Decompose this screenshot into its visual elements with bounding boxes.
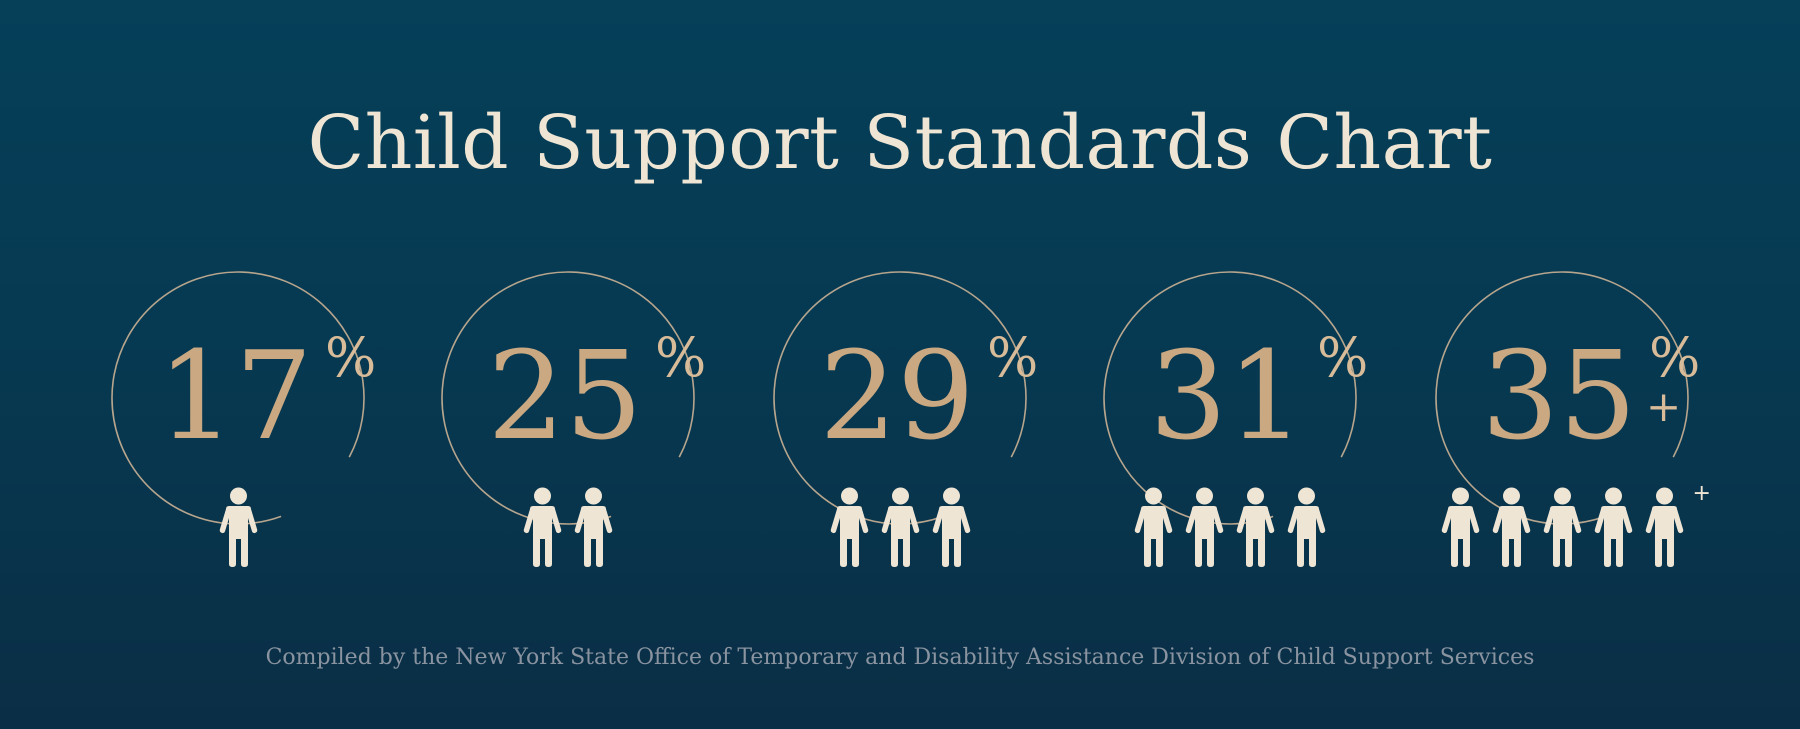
person-icon — [827, 487, 872, 567]
person-icon — [520, 487, 565, 567]
percent-sign: % — [1317, 326, 1369, 389]
percent-sign: % — [655, 326, 707, 389]
children-plus-sign: + — [1692, 481, 1711, 506]
ring-arc — [111, 271, 365, 525]
person-icon — [1642, 487, 1687, 567]
percent-plus-sign: + — [1646, 382, 1682, 431]
footer-credit: Compiled by the New York State Office of… — [265, 645, 1535, 670]
percent-value: 25 — [487, 325, 643, 467]
person-icon — [878, 487, 923, 567]
percentage-panel: 29% — [772, 262, 1072, 572]
person-icon — [1591, 487, 1636, 567]
percent-sign: % — [325, 326, 377, 389]
person-icon — [1131, 487, 1176, 567]
person-icon — [1438, 487, 1483, 567]
person-icon — [216, 487, 261, 567]
percent-sign: % — [987, 326, 1039, 389]
children-icons — [827, 487, 974, 567]
children-icons — [1438, 487, 1687, 567]
person-icon — [929, 487, 974, 567]
person-icon — [1233, 487, 1278, 567]
percent-value: 31 — [1149, 325, 1305, 467]
person-icon — [1540, 487, 1585, 567]
percentage-panel: 25% — [440, 262, 740, 572]
percent-value: 17 — [157, 325, 313, 467]
percent-sign: % — [1649, 326, 1701, 389]
percent-value: 29 — [819, 325, 975, 467]
children-icons — [216, 487, 261, 567]
person-icon — [1182, 487, 1227, 567]
percentage-panel: 17% — [110, 262, 410, 572]
chart-title: Child Support Standards Chart — [307, 100, 1493, 186]
percent-value: 35 — [1481, 325, 1637, 467]
children-icons — [520, 487, 616, 567]
percentage-panel: 31% — [1102, 262, 1402, 572]
percentage-panel: 35% + + — [1434, 262, 1734, 572]
person-icon — [1489, 487, 1534, 567]
children-icons — [1131, 487, 1329, 567]
person-icon — [571, 487, 616, 567]
person-icon — [1284, 487, 1329, 567]
